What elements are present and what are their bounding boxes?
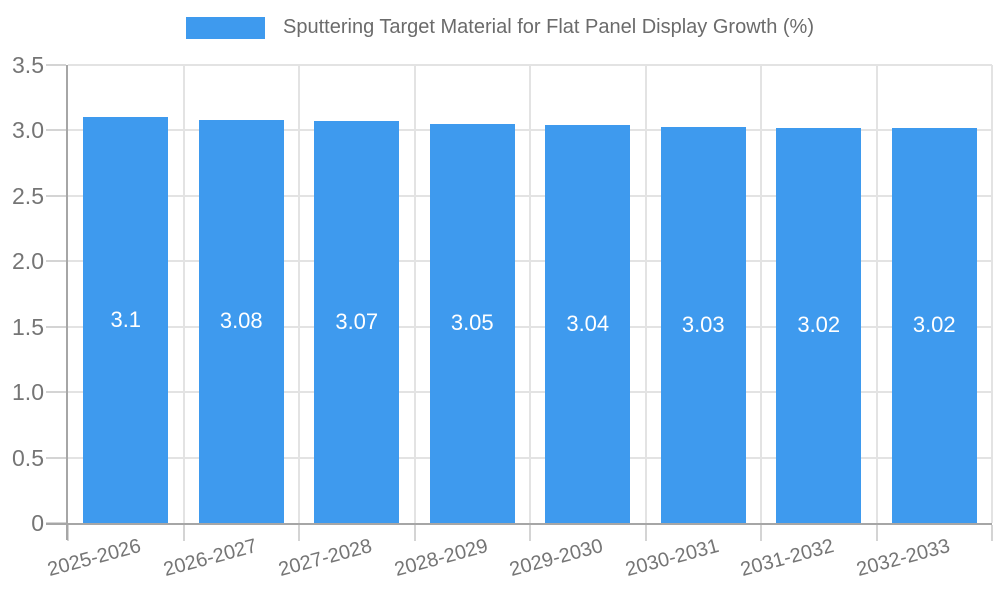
bar[interactable] (660, 126, 746, 523)
bar[interactable] (429, 123, 515, 523)
x-axis-label: 2028-2029 (391, 535, 490, 582)
y-axis-label: 2.0 (12, 248, 44, 275)
y-axis-label: 0 (31, 510, 44, 536)
x-axis-tick (991, 525, 993, 541)
x-axis-tick (413, 525, 416, 541)
x-axis-tick (529, 525, 531, 541)
y-axis-line (66, 65, 68, 540)
y-axis-label: 2.5 (12, 182, 44, 209)
v-gridline (529, 65, 531, 523)
y-axis-tick (46, 456, 66, 459)
bar[interactable] (83, 117, 169, 523)
chart-title: Sputtering Target Material for Flat Pane… (283, 16, 814, 38)
v-gridline (298, 65, 300, 523)
bar[interactable] (545, 125, 631, 523)
y-axis-label: 3.5 (12, 52, 44, 78)
x-axis-tick (298, 525, 300, 541)
y-axis-label: 1.5 (12, 313, 44, 340)
x-axis-tick (67, 525, 69, 541)
y-axis-label: 0.5 (12, 444, 44, 471)
y-axis-tick (46, 260, 66, 263)
x-axis-label: 2029-2030 (507, 535, 606, 582)
x-axis-tick (875, 525, 878, 541)
y-axis-tick (46, 325, 66, 328)
y-axis-label: 3.0 (12, 117, 44, 144)
x-axis-tick (760, 525, 762, 541)
v-gridline (991, 65, 993, 523)
bar[interactable] (776, 127, 862, 523)
x-axis-line (46, 523, 992, 525)
y-axis-tick (46, 391, 66, 394)
v-gridline (644, 65, 647, 523)
chart-legend[interactable]: Sputtering Target Material for Flat Pane… (0, 16, 1000, 39)
v-gridline (413, 65, 416, 523)
x-axis-tick (644, 525, 647, 541)
v-gridline (760, 65, 762, 523)
x-axis-label: 2032-2033 (853, 535, 952, 582)
x-axis-label: 2025-2026 (45, 535, 144, 582)
v-gridline (182, 65, 185, 523)
legend-swatch-icon (186, 16, 266, 39)
x-axis-label: 2027-2028 (276, 535, 375, 582)
x-axis-label: 2030-2031 (622, 535, 721, 582)
x-axis-label: 2026-2027 (160, 535, 259, 582)
y-axis-tick (46, 194, 66, 197)
bar[interactable] (198, 119, 284, 523)
x-axis-label: 2031-2032 (738, 535, 837, 582)
y-axis-tick (46, 129, 66, 132)
plot-area: 3.1 3.08 3.07 3.05 3.04 3.03 3.02 3.02 0 0.5 1.0 1… (12, 52, 993, 581)
bar[interactable] (314, 121, 400, 523)
bar[interactable] (891, 127, 977, 523)
x-axis-tick (182, 525, 185, 541)
y-axis-label: 1.0 (12, 379, 44, 406)
y-axis-tick (46, 64, 66, 66)
v-gridline (875, 65, 878, 523)
